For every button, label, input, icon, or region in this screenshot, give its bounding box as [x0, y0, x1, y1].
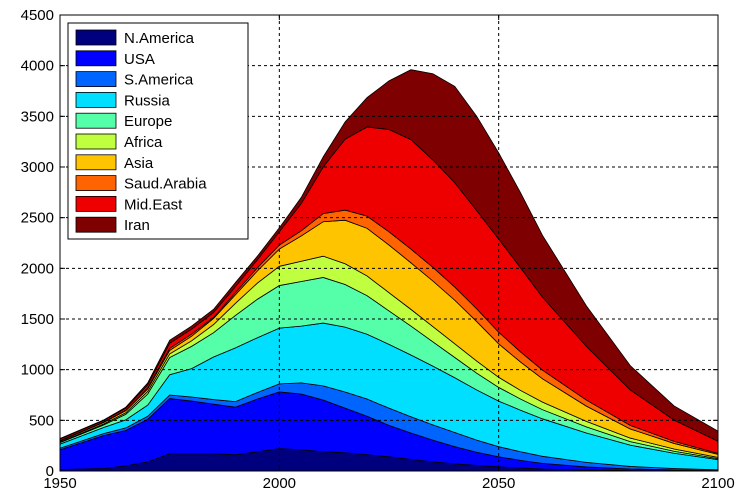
legend: N.America USA S.America Russia Europe Africa A…: [67, 22, 249, 240]
y-tick-label: 3500: [21, 108, 54, 125]
legend-swatch-russia: [75, 92, 117, 108]
y-tick-label: 3000: [21, 159, 54, 176]
legend-label-russia: Russia: [124, 92, 171, 109]
legend-label-africa: Africa: [124, 134, 163, 151]
legend-swatch-europe: [75, 112, 117, 129]
plot-frame: [59, 14, 719, 472]
legend-label-iran: Iran: [124, 217, 150, 234]
x-axis-ticks: 1950 2000 2050 2100: [43, 15, 735, 492]
y-tick-label: 0: [46, 463, 54, 480]
y-tick-label: 500: [29, 412, 54, 429]
x-tick-label: 2100: [701, 475, 734, 492]
legend-label-europe: Europe: [124, 113, 172, 130]
y-tick-label: 2000: [21, 260, 54, 277]
y-tick-label: 1500: [21, 311, 54, 328]
legend-label-usa: USA: [124, 51, 155, 68]
x-tick-label: 1950: [43, 475, 76, 492]
legend-label-mid-east: Mid.East: [124, 196, 183, 213]
legend-swatch-mid-east: [75, 195, 117, 212]
y-tick-label: 1000: [21, 362, 54, 379]
y-tick-label: 4500: [21, 7, 54, 24]
x-tick-label: 2000: [263, 475, 296, 492]
legend-swatch-saud-arabia: [75, 175, 117, 192]
y-axis-ticks: 0 500 1000 1500 2000 2500 3000 3500 4000 4500: [21, 7, 718, 480]
legend-label-asia: Asia: [124, 155, 154, 172]
legend-swatch-asia: [75, 154, 117, 171]
legend-label-n-america: N.America: [124, 30, 195, 47]
legend-swatch-n-america: [75, 29, 117, 46]
legend-swatch-africa: [75, 133, 117, 150]
legend-swatch-s-america: [75, 71, 117, 87]
y-tick-label: 2500: [21, 210, 54, 227]
legend-label-s-america: S.America: [124, 72, 194, 89]
x-tick-label: 2050: [482, 475, 515, 492]
y-tick-label: 4000: [21, 58, 54, 75]
legend-swatch-usa: [75, 50, 117, 67]
legend-swatch-iran: [75, 216, 117, 233]
legend-label-saud-arabia: Saud.Arabia: [124, 176, 207, 193]
